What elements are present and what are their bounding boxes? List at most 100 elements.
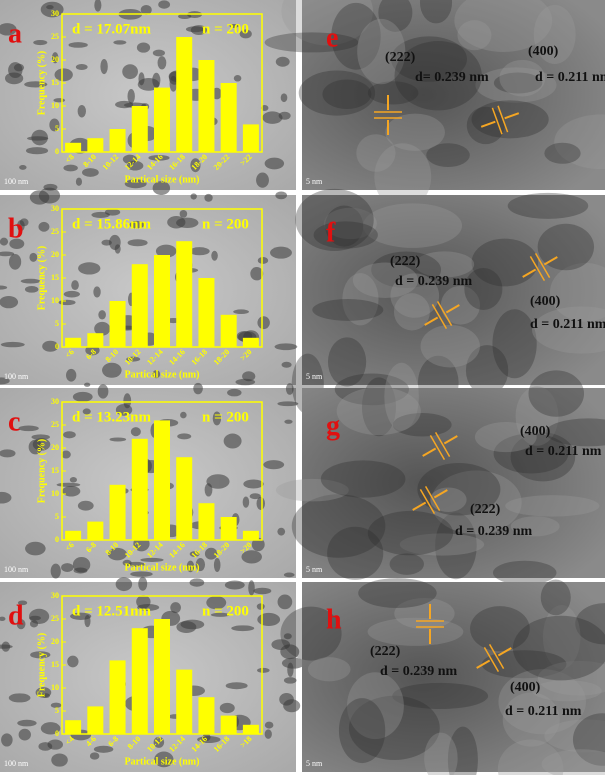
particle [38, 742, 53, 751]
particle [138, 576, 148, 591]
particle [29, 252, 38, 262]
particle [25, 541, 46, 556]
tem-image [0, 582, 296, 772]
y-axis-label: Frequency (%) [36, 51, 47, 116]
lattice-region [502, 692, 560, 747]
scale-bar-label: 100 nm [4, 565, 29, 574]
particle [219, 702, 235, 714]
lattice-region [537, 660, 605, 696]
particle [93, 745, 114, 753]
particle [281, 657, 306, 669]
particle [284, 419, 293, 424]
particle [67, 655, 79, 668]
particle [136, 595, 151, 609]
particle [140, 4, 152, 15]
lattice-region [497, 739, 564, 775]
particle [0, 491, 12, 504]
lattice-region [542, 604, 581, 670]
particle [256, 496, 266, 510]
bar [198, 697, 215, 734]
particle [113, 40, 127, 45]
particle [31, 434, 50, 440]
bar [131, 106, 148, 152]
scale-bar-label: 100 nm [4, 372, 29, 381]
fringe-line [436, 301, 453, 326]
particle [204, 193, 213, 202]
particle [206, 595, 227, 610]
particle [189, 247, 210, 256]
lattice-region [280, 606, 342, 661]
particle [204, 547, 218, 560]
lattice-marker [522, 253, 558, 281]
particle [210, 612, 230, 617]
particle [9, 238, 25, 249]
lattice-region [378, 0, 413, 32]
bar [109, 129, 126, 152]
particle [24, 81, 48, 88]
fringe-label: d = 0.239 nm [380, 664, 458, 679]
particle [155, 244, 177, 258]
hrtem-panel: (222) d = 0.239 nm (400) d = 0.211 nm f 5 nm [291, 188, 605, 415]
bar [220, 83, 237, 152]
fringe-line [529, 256, 546, 281]
particle [63, 164, 78, 172]
fringe-label: (222) [390, 254, 421, 269]
lattice-region [471, 238, 539, 287]
lattice-region [327, 337, 367, 387]
arrow [433, 489, 448, 499]
lattice-region [510, 516, 560, 537]
particle [233, 75, 242, 82]
arrow [543, 256, 558, 266]
y-axis-label: Frequency (%) [36, 439, 47, 504]
lattice-region [356, 134, 396, 172]
lattice-region [295, 188, 374, 251]
particle [275, 191, 288, 200]
particle [281, 361, 292, 368]
particle [42, 340, 59, 352]
particle [100, 58, 108, 75]
lattice-region [390, 273, 440, 318]
fringe-line [488, 644, 505, 669]
particle [243, 479, 264, 489]
scale-bar-label: 5 nm [306, 565, 323, 574]
lattice-region [348, 695, 440, 760]
particle [251, 537, 265, 552]
bar [176, 241, 193, 347]
particle [177, 433, 192, 440]
y-tick-label: 0 [55, 342, 59, 351]
particle [249, 493, 261, 500]
particle [223, 433, 242, 449]
lattice-region [358, 578, 437, 609]
lattice-region [475, 67, 557, 103]
lattice-region [492, 309, 537, 379]
lattice-region [464, 267, 503, 310]
lattice-region [342, 273, 379, 326]
particle [180, 411, 187, 419]
particle [231, 625, 255, 632]
lattice-region [420, 324, 480, 368]
annotation: d = 12.51nm [72, 603, 151, 619]
particle [29, 190, 50, 205]
y-tick-label: 15 [51, 273, 59, 282]
particle [29, 608, 50, 624]
particle [70, 612, 92, 620]
particle [180, 619, 205, 630]
particle [1, 733, 13, 747]
lattice-region [374, 143, 432, 210]
y-tick-label: 5 [55, 512, 59, 521]
lattice-region [414, 251, 475, 278]
particle [225, 682, 248, 690]
particle [206, 474, 230, 489]
lattice-region [430, 487, 467, 512]
particle [152, 370, 161, 379]
particle [69, 477, 77, 483]
lattice-region [512, 615, 605, 681]
particle [287, 662, 294, 677]
particle [277, 401, 299, 407]
bar [198, 60, 215, 152]
lattice-region [367, 617, 464, 646]
particle [30, 651, 51, 659]
particle [260, 105, 269, 111]
lattice-region [515, 386, 559, 446]
